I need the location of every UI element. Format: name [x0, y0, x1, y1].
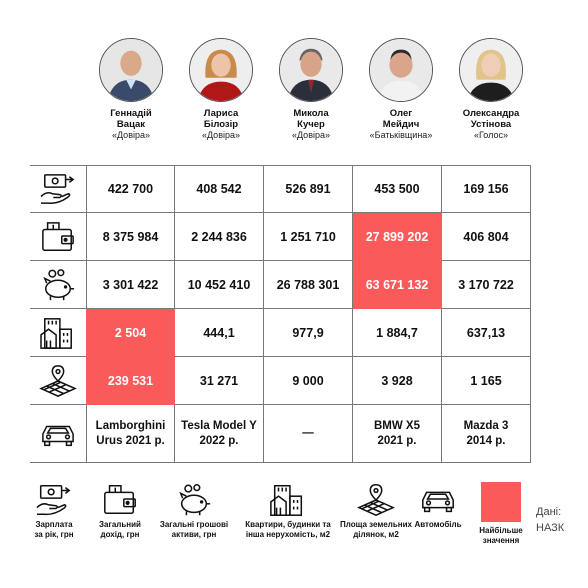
table-cell: 637,13	[442, 309, 531, 357]
buildings-icon	[270, 484, 303, 516]
table-cell: Mazda 3 2014 р.	[442, 405, 531, 463]
avatar	[189, 38, 253, 102]
table-row-car: Lamborghini Urus 2021 р. Tesla Model Y 2…	[30, 405, 531, 463]
table-cell: 526 891	[264, 165, 353, 213]
candidate-name: Олег Мейдич	[382, 108, 420, 130]
candidate-ustinova: Олександра Устінова «Голос»	[446, 30, 536, 154]
legend-label: Площа земельних ділянок, м2	[340, 520, 412, 539]
table-cell: 406 804	[442, 213, 531, 261]
table-row-assets: 3 301 422 10 452 410 26 788 301 63 671 1…	[30, 261, 531, 309]
highlight-label: Найбільше значення	[479, 526, 523, 545]
candidate-kucher: Микола Кучер «Довіра»	[266, 30, 356, 154]
candidates-header: Геннадій Вацак «Довіра» Лариса Білозір «…	[86, 30, 536, 154]
avatar	[369, 38, 433, 102]
piggy-bank-icon	[30, 261, 86, 309]
table-cell-highlight: 2 504	[86, 309, 175, 357]
avatar	[459, 38, 523, 102]
candidate-party: «Довіра»	[111, 130, 150, 140]
table-cell: 9 000	[264, 357, 353, 405]
legend-label: Автомобіль	[414, 520, 462, 529]
legend-label: Зарплата за рік, грн	[34, 520, 74, 539]
legend-item: Квартири, будинки та інша нерухомість, м…	[238, 482, 338, 540]
avatar	[99, 38, 163, 102]
car-icon	[422, 491, 454, 513]
legend-item: Зарплата за рік, грн	[14, 482, 94, 540]
table-cell: 8 375 984	[86, 213, 175, 261]
table-cell: 453 500	[353, 165, 442, 213]
table-cell: BMW X5 2021 р.	[353, 405, 442, 463]
table-row-salary: 422 700 408 542 526 891 453 500 169 156	[30, 165, 531, 213]
candidate-party: «Довіра»	[201, 130, 240, 140]
table-cell: 1 165	[442, 357, 531, 405]
table-cell: 977,9	[264, 309, 353, 357]
table-row-realty: 2 504 444,1 977,9 1 884,7 637,13	[30, 309, 531, 357]
legend-label: Квартири, будинки та інша нерухомість, м…	[245, 520, 331, 539]
legend-item: Загальний дохід, грн	[80, 482, 160, 540]
piggy-bank-icon	[179, 484, 211, 516]
table-cell: 3 170 722	[442, 261, 531, 309]
table-cell: 1 251 710	[264, 213, 353, 261]
candidate-meidych: Олег Мейдич «Батьківщина»	[356, 30, 446, 154]
wallet-icon	[104, 484, 136, 515]
legend-item: Автомобіль	[398, 482, 478, 530]
legend-label: Загальний дохід, грн	[99, 520, 141, 539]
avatar	[279, 38, 343, 102]
table-cell: 3 301 422	[86, 261, 175, 309]
table-cell: 422 700	[86, 165, 175, 213]
table-cell: 444,1	[175, 309, 264, 357]
table-cell: 169 156	[442, 165, 531, 213]
table-cell-highlight: 63 671 132	[353, 261, 442, 309]
table-cell: 26 788 301	[264, 261, 353, 309]
legend-item: Загальні грошові активи, грн	[154, 482, 234, 540]
table-cell: Lamborghini Urus 2021 р.	[86, 405, 175, 463]
salary-icon	[36, 484, 71, 516]
table-cell: 10 452 410	[175, 261, 264, 309]
table-row-land: 239 531 31 271 9 000 3 928 1 165	[30, 357, 531, 405]
table-row-income: 8 375 984 2 244 836 1 251 710 27 899 202…	[30, 213, 531, 261]
candidate-name: Микола Кучер	[293, 108, 329, 130]
declarations-table: 422 700 408 542 526 891 453 500 169 156 …	[30, 165, 531, 463]
candidate-vatsak: Геннадій Вацак «Довіра»	[86, 30, 176, 154]
data-source: Дані: НАЗК	[536, 506, 565, 534]
table-cell-highlight: 239 531	[86, 357, 175, 405]
land-plot-icon	[30, 357, 86, 405]
candidate-name: Лариса Білозір	[203, 108, 239, 130]
legend-item: Площа земельних ділянок, м2	[336, 482, 416, 540]
table-cell-highlight: 27 899 202	[353, 213, 442, 261]
table-cell: 1 884,7	[353, 309, 442, 357]
candidate-party: «Батьківщина»	[369, 130, 433, 140]
wallet-icon	[30, 213, 86, 261]
buildings-icon	[30, 309, 86, 357]
land-plot-icon	[357, 484, 395, 517]
table-cell: 408 542	[175, 165, 264, 213]
candidate-bilozir: Лариса Білозір «Довіра»	[176, 30, 266, 154]
candidate-name: Геннадій Вацак	[110, 108, 152, 130]
table-cell: —	[264, 405, 353, 463]
car-icon	[30, 405, 86, 463]
table-cell: 31 271	[175, 357, 264, 405]
candidate-party: «Довіра»	[291, 130, 330, 140]
table-cell: Tesla Model Y 2022 р.	[175, 405, 264, 463]
table-cell: 2 244 836	[175, 213, 264, 261]
legend-label: Загальні грошові активи, грн	[159, 520, 229, 539]
legend: Зарплата за рік, грн Загальний дохід, гр…	[34, 482, 564, 582]
table-cell: 3 928	[353, 357, 442, 405]
candidate-name: Олександра Устінова	[462, 108, 520, 130]
highlight-swatch	[481, 482, 521, 522]
salary-icon	[30, 165, 86, 213]
candidate-party: «Голос»	[474, 130, 508, 140]
